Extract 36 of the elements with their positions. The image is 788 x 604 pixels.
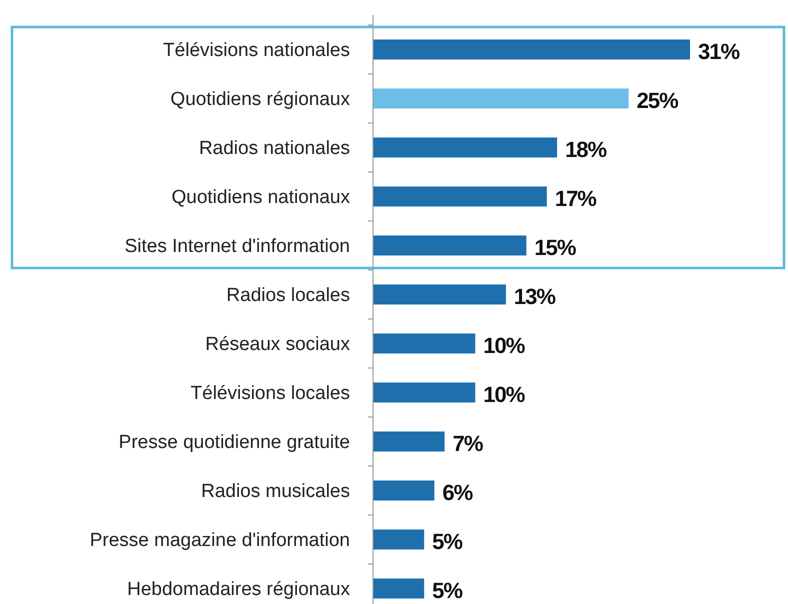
bar (373, 138, 558, 158)
y-tick-label: Radios musicales (201, 481, 350, 502)
y-tick-label: Télévisions locales (190, 383, 350, 404)
bar (373, 40, 690, 60)
data-label: 13% (514, 284, 556, 310)
data-label: 10% (483, 333, 525, 358)
y-tick-label: Sites Internet d'information (124, 236, 350, 258)
bar (373, 578, 424, 598)
data-label: 17% (554, 186, 596, 212)
bar (373, 530, 424, 550)
bar (373, 236, 526, 256)
data-label: 25% (636, 88, 678, 114)
y-tick-label: Quotidiens régionaux (170, 89, 350, 110)
y-tick-label: Radios locales (226, 285, 350, 306)
data-label: 10% (483, 382, 525, 408)
data-label: 15% (534, 235, 576, 260)
bar (373, 480, 434, 500)
data-label: 18% (565, 137, 607, 162)
y-tick-label: Radios nationales (198, 138, 350, 160)
data-label: 5% (432, 578, 462, 604)
bar (373, 88, 629, 108)
y-tick-label: Presse quotidienne gratuite (118, 432, 350, 454)
bar (373, 284, 506, 304)
bar (373, 334, 476, 354)
y-tick-label: Télévisions nationales (163, 40, 350, 62)
y-tick-label: Réseaux sociaux (205, 334, 350, 356)
data-label: 7% (452, 431, 483, 456)
y-tick-label: Presse magazine d'information (90, 530, 350, 552)
bar (373, 382, 476, 402)
y-tick-label: Quotidiens nationaux (171, 187, 350, 208)
data-label: 31% (698, 39, 740, 64)
y-tick-label: Hebdomadaires régionaux (127, 579, 350, 600)
data-label: 5% (432, 529, 462, 554)
data-label: 6% (442, 480, 473, 506)
bar (373, 186, 547, 206)
bar (373, 432, 445, 452)
